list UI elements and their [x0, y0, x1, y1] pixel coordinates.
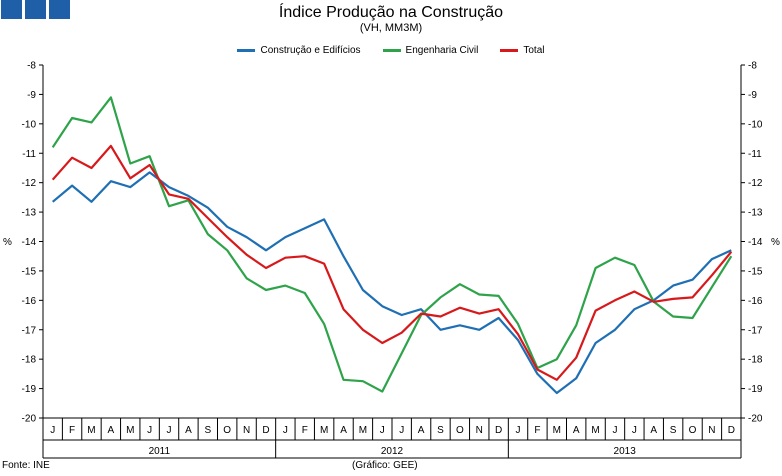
y-tick-label-left: -9 — [27, 90, 36, 101]
y-tick-label-right: -15 — [748, 266, 763, 277]
y-axis-unit-right: % — [771, 237, 780, 248]
legend-swatch — [500, 48, 519, 52]
y-tick-label-right: -14 — [748, 237, 763, 248]
series-line-total — [51, 144, 733, 381]
x-year-label: 2011 — [149, 446, 171, 457]
x-tick-label: J — [632, 425, 637, 436]
logo-block-3 — [49, 0, 70, 19]
x-year-label: 2012 — [381, 446, 404, 457]
x-tick-label: A — [185, 425, 192, 436]
y-tick-label-left: -16 — [22, 296, 37, 307]
legend-item-construcao: Construção e Edifícios — [237, 43, 361, 57]
legend-label: Engenharia Civil — [405, 44, 479, 56]
series-line-engenharia — [51, 96, 733, 393]
x-year-label: 2013 — [614, 446, 637, 457]
x-tick-label: J — [50, 425, 55, 436]
chart-credit: (Gráfico: GEE) — [352, 460, 418, 471]
legend-item-engenharia: Engenharia Civil — [382, 43, 479, 57]
x-tick-label: F — [302, 425, 308, 436]
x-tick-label: S — [204, 425, 211, 436]
y-tick-label-right: -11 — [748, 149, 762, 160]
x-tick-label: O — [689, 425, 697, 436]
y-tick-label-right: -17 — [748, 325, 763, 336]
x-tick-label: M — [320, 425, 328, 436]
y-tick-label-right: -12 — [748, 178, 763, 189]
y-tick-label-left: -20 — [22, 414, 37, 425]
y-tick-label-right: -10 — [748, 119, 763, 130]
legend-label: Total — [523, 44, 545, 56]
y-tick-label-right: -18 — [748, 355, 763, 366]
legend-swatch — [382, 48, 401, 52]
y-tick-label-left: -11 — [22, 149, 36, 160]
x-tick-label: J — [516, 425, 521, 436]
x-tick-label: J — [167, 425, 172, 436]
y-tick-label-left: -12 — [22, 178, 37, 189]
legend-swatch — [237, 48, 256, 52]
x-tick-label: M — [553, 425, 561, 436]
x-tick-label: A — [573, 425, 580, 436]
y-tick-label-right: -9 — [748, 90, 757, 101]
x-tick-label: J — [612, 425, 617, 436]
x-tick-label: D — [262, 425, 269, 436]
x-tick-label: N — [243, 425, 250, 436]
y-tick-label-left: -19 — [22, 384, 37, 395]
x-tick-label: A — [418, 425, 425, 436]
x-tick-label: S — [437, 425, 444, 436]
y-tick-label-right: -16 — [748, 296, 763, 307]
y-tick-label-left: -14 — [22, 237, 37, 248]
x-tick-label: N — [708, 425, 715, 436]
series-line-construcao — [51, 171, 732, 395]
chart-title: Índice Produção na Construção — [278, 4, 504, 21]
y-tick-label-right: -8 — [748, 61, 757, 72]
x-tick-label: N — [476, 425, 483, 436]
x-tick-label: J — [283, 425, 288, 436]
x-tick-label: O — [223, 425, 231, 436]
y-tick-label-left: -8 — [27, 61, 36, 72]
legend-label: Construção e Edifícios — [260, 44, 361, 56]
y-tick-label-right: -13 — [748, 208, 763, 219]
x-tick-label: F — [69, 425, 75, 436]
legend-item-total: Total — [500, 43, 545, 57]
y-tick-label-left: -15 — [22, 266, 37, 277]
x-tick-label: M — [126, 425, 134, 436]
x-tick-label: M — [591, 425, 599, 436]
x-tick-label: J — [380, 425, 385, 436]
y-tick-label-right: -20 — [748, 414, 763, 425]
chart-legend: Construção e Edifícios Engenharia Civil To… — [0, 43, 782, 57]
x-tick-label: A — [650, 425, 657, 436]
x-tick-label: O — [456, 425, 464, 436]
source-note: Fonte: INE — [2, 460, 50, 471]
y-axis-unit-left: % — [3, 237, 12, 248]
chart-subtitle: (VH, MM3M) — [359, 22, 423, 34]
x-tick-label: M — [359, 425, 367, 436]
y-tick-label-left: -13 — [22, 208, 37, 219]
x-tick-label: J — [399, 425, 404, 436]
logo-block-2 — [25, 0, 46, 19]
y-tick-label-left: -17 — [22, 325, 37, 336]
x-tick-label: M — [87, 425, 95, 436]
y-tick-label-right: -19 — [748, 384, 763, 395]
y-tick-label-left: -18 — [22, 355, 37, 366]
x-tick-label: J — [147, 425, 152, 436]
x-tick-label: F — [534, 425, 540, 436]
x-tick-label: A — [340, 425, 347, 436]
x-tick-label: S — [670, 425, 677, 436]
y-tick-label-left: -10 — [22, 119, 37, 130]
x-tick-label: A — [108, 425, 115, 436]
logo-block-1 — [1, 0, 22, 19]
x-tick-label: D — [728, 425, 735, 436]
x-tick-label: D — [495, 425, 502, 436]
